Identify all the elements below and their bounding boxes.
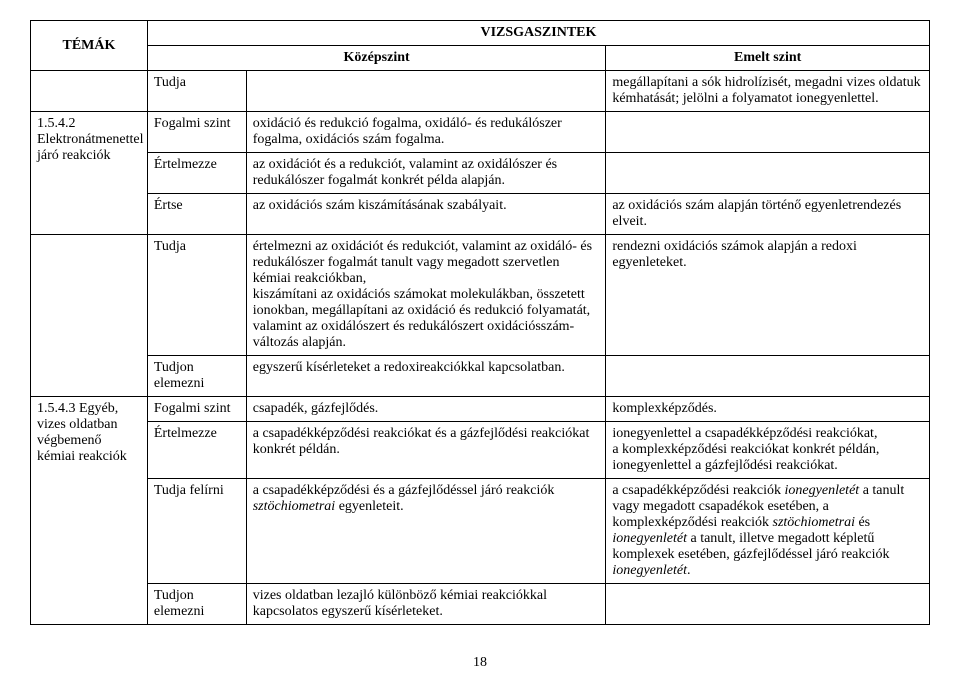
label-cell: Fogalmi szint [147, 112, 246, 153]
temak-cell [31, 71, 148, 112]
header-vizsgaszintek: VIZSGASZINTEK [147, 21, 929, 46]
label-cell: Tudjon elemezni [147, 584, 246, 625]
exam-levels-table: TÉMÁK VIZSGASZINTEK Középszint Emelt szi… [30, 20, 930, 625]
emelt-cell: megállapítani a sók hidrolízisét, megadn… [606, 71, 930, 112]
kozep-cell: értelmezni az oxidációt és redukciót, va… [246, 235, 606, 356]
kozep-cell: a csapadékképződési és a gázfejlődéssel … [246, 479, 606, 584]
kozep-cell: egyszerű kísérleteket a redoxireakciókka… [246, 356, 606, 397]
temak-cell [31, 235, 148, 397]
header-temak: TÉMÁK [31, 21, 148, 71]
emelt-cell [606, 356, 930, 397]
temak-cell: 1.5.4.2 Elektronátmenettel járó reakciók [31, 112, 148, 235]
temak-cell: 1.5.4.3 Egyéb, vizes oldatban végbemenő … [31, 397, 148, 625]
kozep-cell [246, 71, 606, 112]
emelt-cell: komplexképződés. [606, 397, 930, 422]
label-cell: Tudja felírni [147, 479, 246, 584]
page-number: 18 [30, 655, 930, 671]
header-kozepszint: Középszint [147, 46, 605, 71]
label-cell: Értse [147, 194, 246, 235]
emelt-cell: a csapadékképződési reakciók ionegyenlet… [606, 479, 930, 584]
emelt-cell: rendezni oxidációs számok alapján a redo… [606, 235, 930, 356]
emelt-cell [606, 112, 930, 153]
label-cell: Tudja [147, 235, 246, 356]
label-cell: Fogalmi szint [147, 397, 246, 422]
kozep-cell: oxidáció és redukció fogalma, oxidáló- é… [246, 112, 606, 153]
kozep-cell: vizes oldatban lezajló különböző kémiai … [246, 584, 606, 625]
kozep-cell: a csapadékképződési reakciókat és a gázf… [246, 422, 606, 479]
kozep-cell: csapadék, gázfejlődés. [246, 397, 606, 422]
emelt-cell [606, 584, 930, 625]
emelt-cell: ionegyenlettel a csapadékképződési reakc… [606, 422, 930, 479]
kozep-cell: az oxidációs szám kiszámításának szabály… [246, 194, 606, 235]
label-cell: Értelmezze [147, 153, 246, 194]
emelt-cell [606, 153, 930, 194]
label-cell: Értelmezze [147, 422, 246, 479]
kozep-cell: az oxidációt és a redukciót, valamint az… [246, 153, 606, 194]
label-cell: Tudjon elemezni [147, 356, 246, 397]
header-emeltszint: Emelt szint [606, 46, 930, 71]
label-cell: Tudja [147, 71, 246, 112]
emelt-cell: az oxidációs szám alapján történő egyenl… [606, 194, 930, 235]
